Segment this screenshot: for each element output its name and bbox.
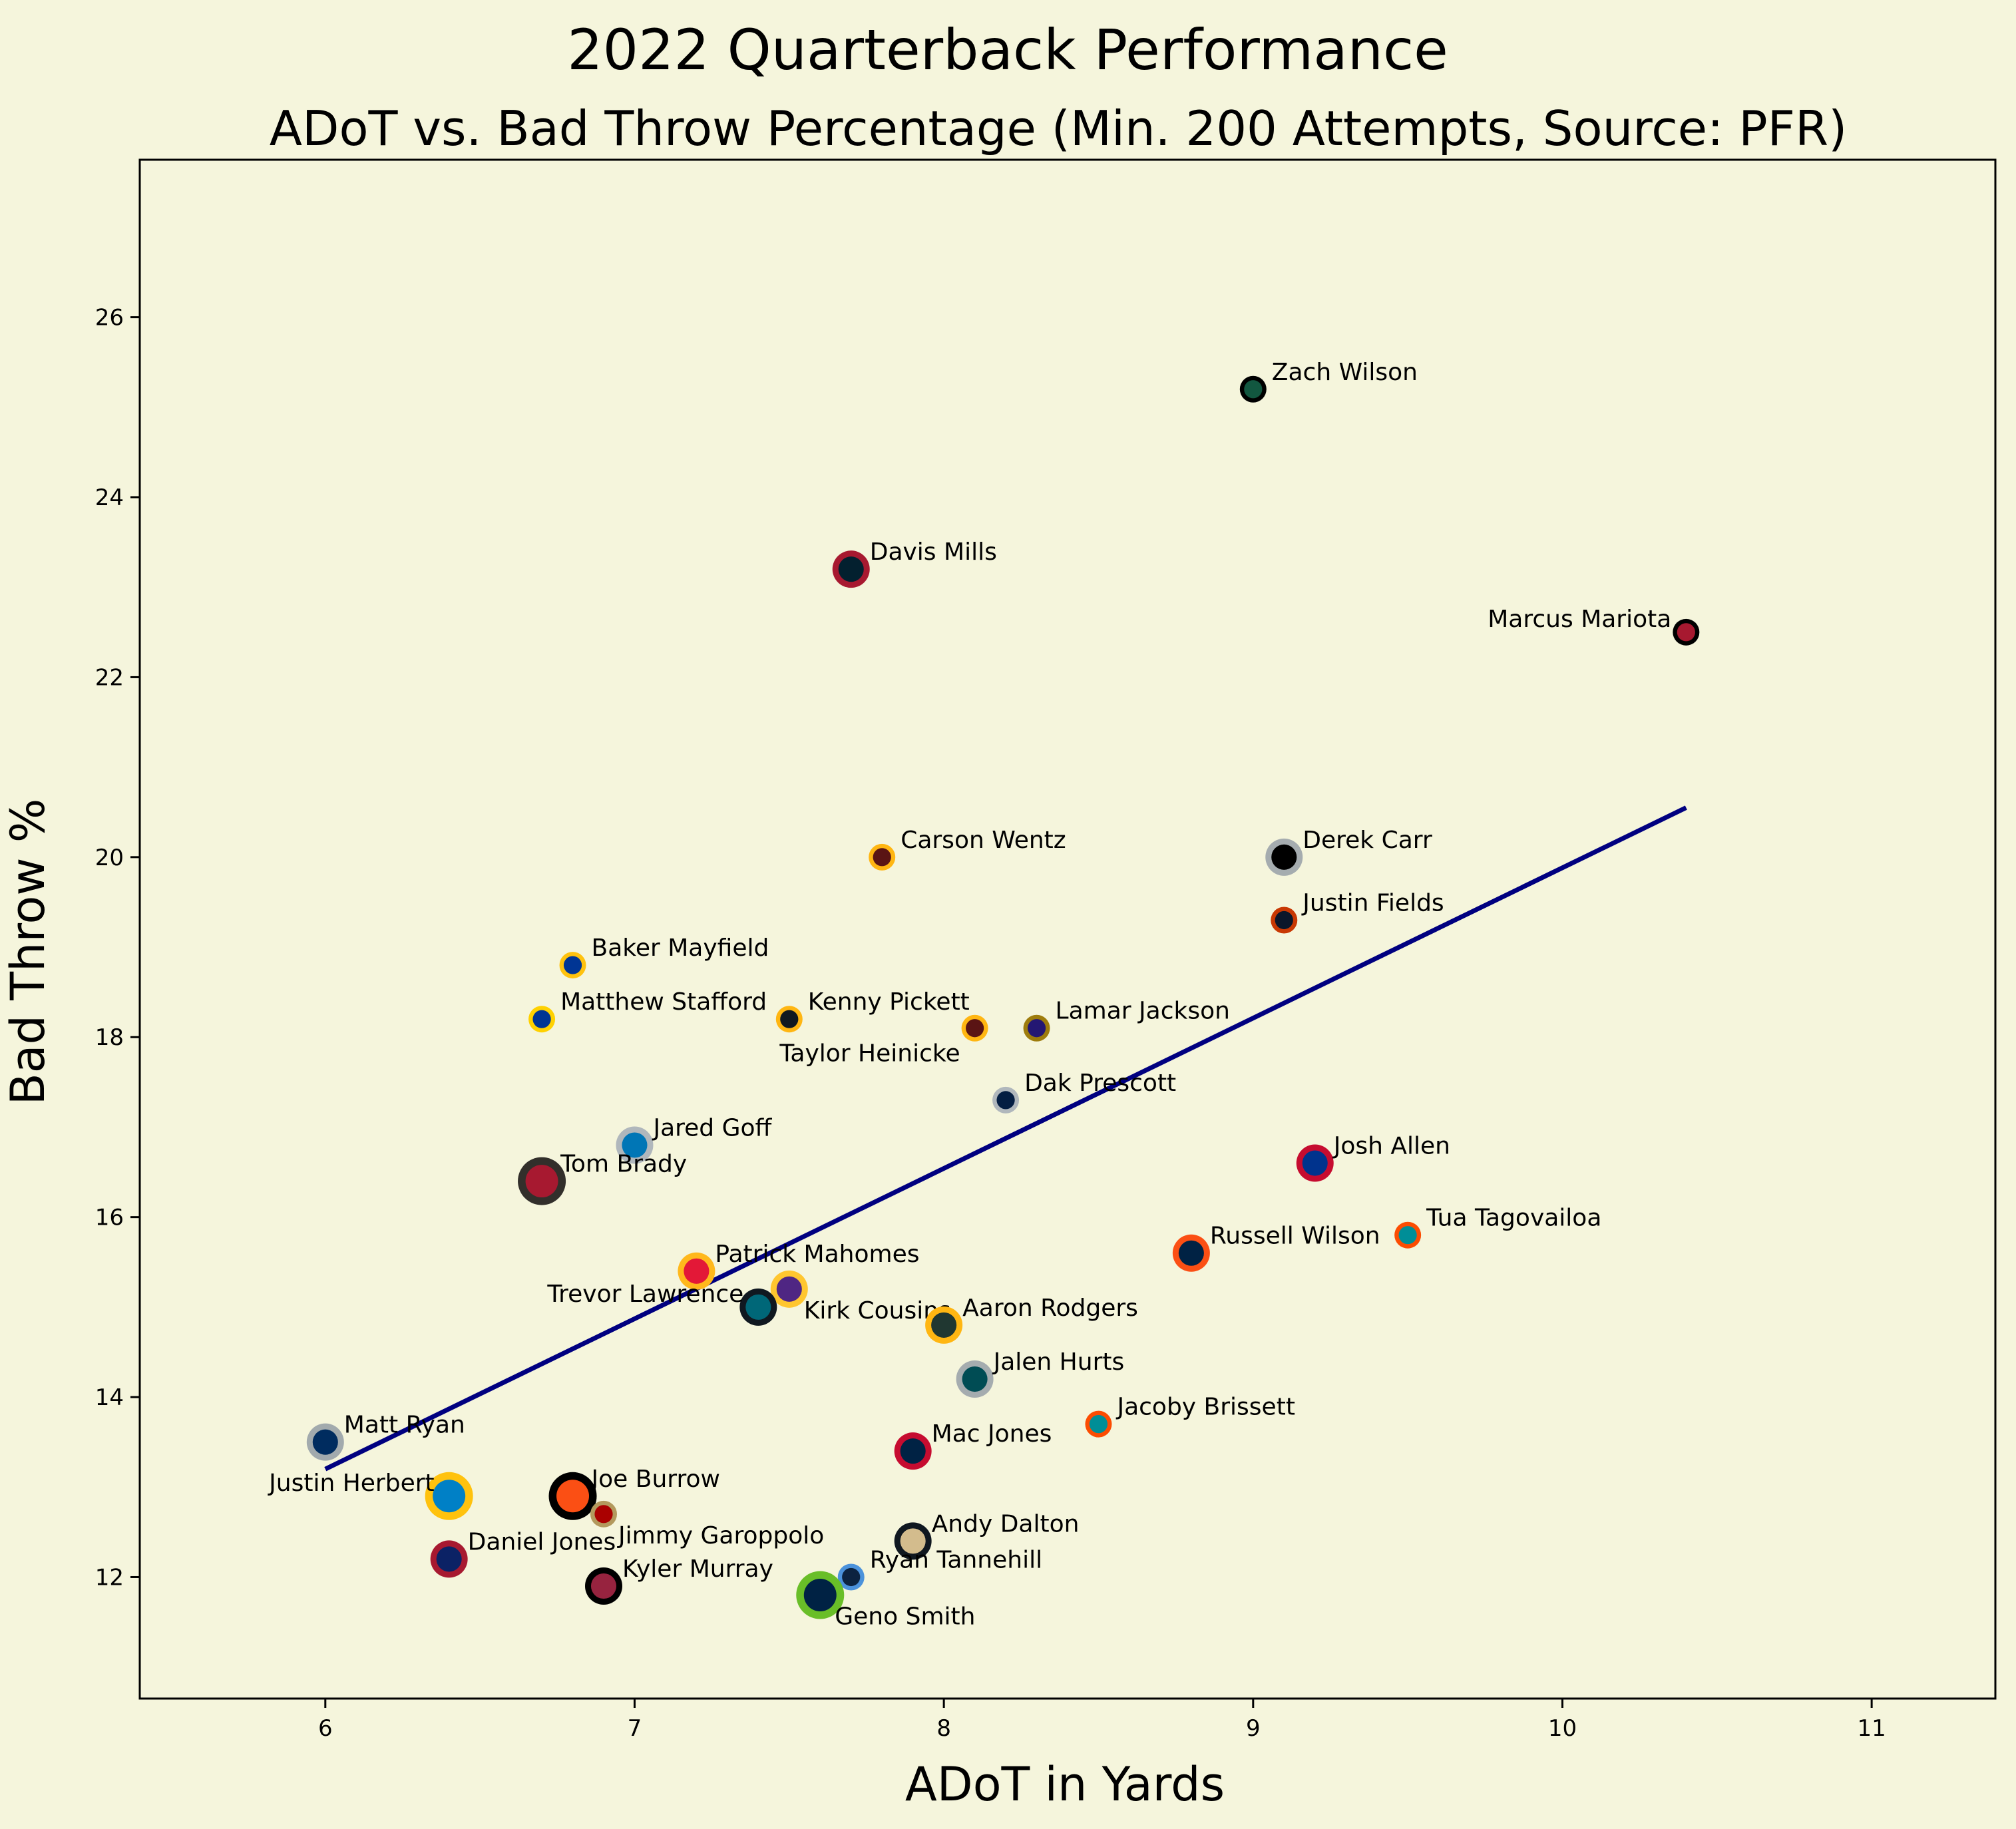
data-point [312,1429,338,1455]
data-point [745,1294,771,1320]
data-point [842,1567,861,1587]
point-label: Russell Wilson [1210,1223,1380,1250]
point-label: Derek Carr [1303,827,1432,854]
data-point [838,556,864,582]
x-axis-label: ADoT in Yards [905,1757,1225,1812]
plot-background [140,160,1995,1699]
point-label: Joe Burrow [590,1466,720,1493]
point-label: Justin Fields [1301,889,1444,916]
point-label: Zach Wilson [1272,359,1418,386]
y-axis-label: Bad Throw % [1,799,55,1106]
point-label: Matt Ryan [344,1412,465,1439]
data-point [1027,1019,1046,1038]
data-point [776,1276,802,1302]
data-point [433,1480,466,1513]
x-tick-label: 10 [1548,1715,1577,1742]
data-point [622,1132,648,1158]
point-label: Justin Herbert [268,1470,435,1497]
plot-frame [138,158,1997,1700]
point-label: Lamar Jackson [1056,998,1230,1025]
data-point [563,956,582,974]
point-label: Ryan Tannehill [870,1546,1042,1573]
point-label: Dak Prescott [1024,1070,1176,1097]
data-point [532,1010,551,1028]
point-label: Jared Goff [652,1114,772,1141]
data-point [1178,1240,1204,1266]
point-label: Carson Wentz [901,827,1066,854]
data-point [1271,844,1297,870]
chart-title: 2022 Quarterback Performance [567,17,1448,83]
data-point [1677,623,1695,642]
y-tick-label: 18 [95,1024,124,1051]
data-point [1244,380,1263,399]
y-tick-label: 22 [95,664,124,691]
y-tick-label: 24 [95,485,124,511]
y-tick-label: 14 [95,1384,124,1411]
x-tick-label: 11 [1858,1715,1886,1742]
x-tick-label: 8 [936,1715,951,1742]
point-label: Patrick Mahomes [715,1241,919,1268]
data-point [1089,1415,1108,1434]
data-point [803,1579,837,1611]
data-point [900,1528,926,1554]
y-tick-label: 12 [95,1564,124,1591]
x-tick-label: 7 [628,1715,642,1742]
plot-area: 6 7 8 9 10 11 12 14 16 18 20 22 24 26 Zach Wilson Davis… [95,158,1997,1742]
trend-line [324,805,1687,1472]
chart-subtitle: ADoT vs. Bad Throw Percentage (Min. 200 … [270,101,1847,156]
data-point [962,1366,988,1392]
point-label: Baker Mayfield [592,934,769,962]
point-label: Mac Jones [932,1420,1052,1448]
data-point [525,1165,558,1198]
data-point [996,1091,1015,1110]
point-label: Andy Dalton [932,1510,1080,1537]
point-label: Jacoby Brissett [1115,1394,1295,1421]
y-tick-label: 26 [95,305,124,331]
data-point [1398,1226,1417,1245]
point-label: Daniel Jones [468,1528,616,1555]
data-point [873,848,891,867]
x-tick-label: 6 [318,1715,333,1742]
point-label: Taylor Heinicke [779,1040,960,1068]
point-label: Josh Allen [1332,1133,1450,1160]
data-point [900,1438,926,1464]
data-point [436,1546,462,1572]
point-label: Jimmy Garoppolo [617,1522,824,1549]
point-label: Matthew Stafford [560,988,767,1016]
point-label: Davis Mills [870,538,997,566]
data-point [556,1480,590,1513]
point-label: Kyler Murray [622,1555,773,1583]
point-label: Jalen Hurts [992,1348,1125,1376]
data-point [966,1019,984,1038]
data-point [1302,1150,1328,1176]
point-label: Tua Tagovailoa [1426,1205,1601,1232]
data-point [590,1573,617,1599]
point-label: Marcus Mariota [1488,606,1671,633]
y-tick-label: 16 [95,1205,124,1231]
data-point [684,1258,709,1284]
point-label: Geno Smith [835,1603,975,1631]
point-label: Kenny Pickett [808,988,970,1016]
point-label: Aaron Rodgers [962,1295,1138,1322]
point-label: Tom Brady [560,1151,687,1178]
y-tick-label: 20 [95,845,124,871]
data-point [780,1010,799,1028]
data-point [1275,911,1293,930]
data-point [594,1505,613,1524]
x-tick-label: 9 [1246,1715,1261,1742]
data-point [931,1312,957,1338]
point-label: Trevor Lawrence [546,1281,743,1308]
